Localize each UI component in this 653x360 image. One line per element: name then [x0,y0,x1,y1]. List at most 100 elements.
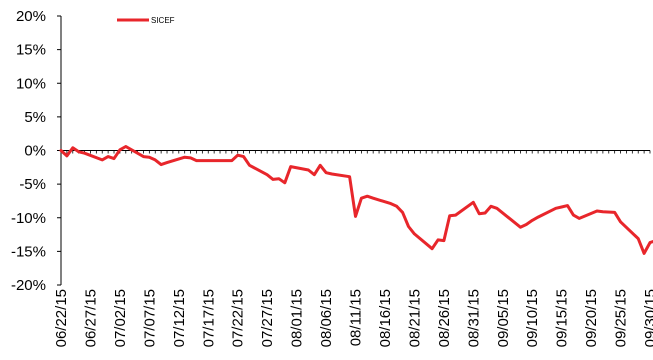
data-point [207,159,210,162]
data-point [319,164,322,167]
data-point [242,155,245,158]
data-point [265,173,269,176]
x-tick-label: 08/16/15 [377,289,394,347]
data-point [154,158,157,162]
x-tick-label: 07/12/15 [171,289,188,347]
data-point [560,205,563,209]
x-tick-label: 07/17/15 [200,289,217,347]
data-point [165,161,169,164]
y-tick-label: -20% [11,277,46,294]
data-point [148,156,151,159]
y-tick-label: 20% [16,8,46,25]
data-point [354,215,357,218]
data-point [348,175,351,178]
data-point [271,178,275,181]
data-point [71,146,75,149]
data-point [389,202,392,205]
x-tick-label: 09/05/15 [495,289,512,347]
data-point [637,237,640,240]
data-point [159,163,163,166]
data-point [489,205,493,208]
data-point [324,171,328,174]
data-point [413,232,416,236]
data-point [101,158,104,162]
data-point [59,149,63,152]
data-point [283,181,286,184]
y-tick-label: 10% [16,75,46,92]
y-tick-label: 0% [24,143,46,160]
data-point [313,173,316,176]
data-point [619,220,622,223]
y-tick-label: 5% [24,109,46,126]
x-tick-label: 08/01/15 [289,289,306,347]
data-point [648,241,652,244]
data-point [436,238,440,242]
data-point [613,211,616,214]
data-point [236,154,239,157]
x-tick-label: 08/21/15 [406,289,423,347]
data-point [519,226,522,229]
x-tick-label: 08/11/15 [348,289,365,346]
y-tick-label: -5% [19,176,46,193]
data-point [307,168,310,172]
legend: SICEF [117,16,175,25]
data-point [483,211,487,215]
data-point [195,159,198,162]
data-point [478,212,481,215]
data-point [442,239,446,242]
data-point [106,155,110,158]
y-tick-label: 15% [16,42,46,59]
data-point [372,197,375,200]
data-point [366,195,369,198]
data-point [642,252,646,255]
data-point [401,211,404,214]
data-point [572,213,575,217]
x-tick-label: 08/06/15 [318,289,335,347]
data-point [201,159,204,162]
x-tick-label: 09/10/15 [524,289,541,347]
data-point [430,247,434,250]
data-point [112,157,116,160]
data-point [536,215,540,219]
series-line [59,145,653,255]
data-point [554,207,557,210]
data-point [578,217,581,220]
x-tick-label: 07/07/15 [141,289,158,347]
data-point [454,213,457,217]
x-tick-label: 07/22/15 [230,289,247,347]
data-point [407,225,410,228]
x-tick-label: 09/25/15 [613,289,630,347]
data-point [230,159,233,162]
x-axis: 06/22/15 06/27/15 07/02/15 07/07/15 07/12/15… [53,150,653,347]
x-tick-label: 09/20/15 [583,289,600,347]
plot-area [59,145,653,255]
data-point [525,223,528,226]
x-tick-label: 09/30/15 [642,289,653,347]
data-point [189,156,192,160]
data-point [183,156,186,159]
data-point [77,150,80,153]
y-axis: 20% 15% 10% 5% 0% -5% -10% -15% -20% [11,8,62,294]
data-point [83,152,86,155]
data-point [224,159,228,162]
data-point [601,210,605,213]
data-point [472,201,475,204]
y-tick-label: -10% [11,210,46,227]
x-tick-label: 06/22/15 [53,289,70,347]
data-point [566,204,569,207]
data-point [395,205,398,208]
x-tick-label: 08/26/15 [436,289,453,347]
data-point [124,145,128,148]
data-point [360,197,363,200]
x-tick-label: 07/27/15 [259,289,276,347]
data-point [248,164,251,167]
data-point [495,207,499,210]
legend-label: SICEF [151,16,175,25]
x-tick-label: 08/31/15 [465,289,482,347]
y-tick-label: -15% [11,243,46,260]
data-point [65,154,69,158]
data-point [595,209,599,213]
data-point [330,172,334,176]
data-point [277,177,281,180]
